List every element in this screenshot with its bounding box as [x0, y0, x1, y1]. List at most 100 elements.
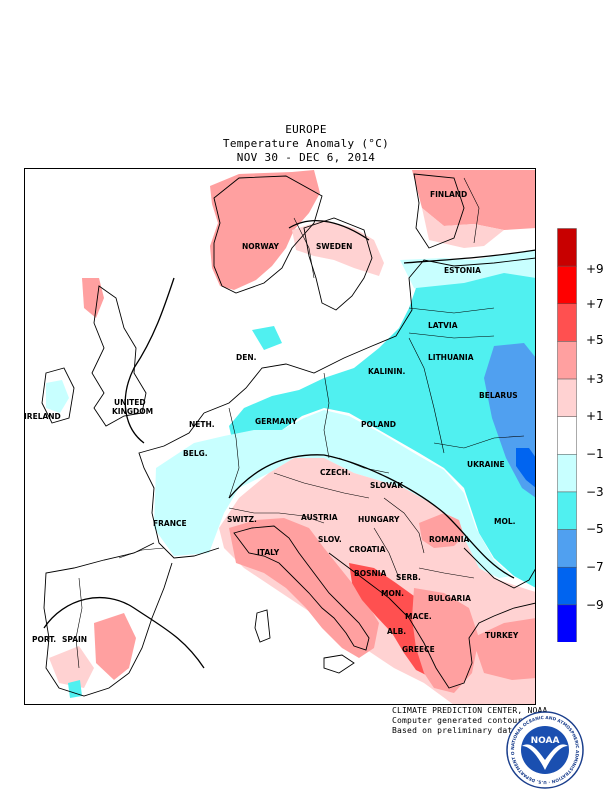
label-kalinin: KALININ.	[368, 367, 406, 376]
map-title-period: NOV 30 - DEC 6, 2014	[236, 151, 376, 164]
label-neth: NETH.	[189, 420, 215, 429]
coastline-scandinavia	[213, 175, 323, 294]
label-finland: FINLAND	[430, 190, 467, 199]
legend-swatch	[557, 228, 577, 267]
label-mon: MON.	[381, 589, 404, 598]
warm-area-turkey	[472, 618, 536, 680]
border-belarus-ukraine	[433, 435, 525, 449]
border-czech-slovak	[338, 457, 390, 474]
legend-label-minus3: −3	[586, 485, 604, 499]
label-uk-line2: KINGDOM	[112, 407, 153, 416]
border-poland-belarus	[408, 337, 445, 454]
credit-line-2: Computer generated contours	[392, 716, 528, 725]
label-bosnia: BOSNIA	[354, 569, 387, 578]
noaa-center-text: NOAA	[531, 736, 560, 746]
warm-area-finland	[412, 170, 536, 230]
border-romania-bulgaria	[418, 567, 475, 579]
label-port: PORT.	[32, 635, 56, 644]
warm-area-sweden	[292, 220, 384, 276]
legend-swatch	[557, 303, 577, 342]
label-czech: CZECH.	[320, 468, 351, 477]
coastline-italy	[233, 525, 370, 651]
border-italy-alps	[228, 507, 325, 524]
coastline-sardinia	[254, 609, 271, 643]
label-estonia: ESTONIA	[444, 266, 481, 275]
legend-label-plus7: +7	[586, 297, 604, 311]
legend-swatch	[557, 566, 577, 606]
label-norway: NORWAY	[242, 242, 279, 251]
coastline-france	[138, 412, 220, 559]
warm-area-norway	[210, 170, 320, 290]
coastline-iberia	[43, 542, 173, 697]
border-spain-france	[118, 547, 165, 559]
credit-line-1: CLIMATE PREDICTION CENTER, NOAA	[392, 706, 548, 715]
color-legend	[557, 228, 577, 642]
cold-area-portugal	[68, 680, 82, 698]
label-belarus: BELARUS	[479, 391, 518, 400]
contour-baltic	[403, 249, 536, 264]
contour-zero-central	[228, 454, 515, 579]
label-alb: ALB.	[387, 627, 406, 636]
border-spain-portugal	[75, 577, 83, 669]
coastline-finland	[413, 173, 465, 249]
label-hungary: HUNGARY	[358, 515, 400, 524]
label-france: FRANCE	[153, 519, 187, 528]
cold-area-west-light	[154, 410, 512, 578]
label-slov: SLOV.	[318, 535, 342, 544]
legend-label-plus1: +1	[586, 409, 604, 423]
cold-area-denmark	[252, 326, 282, 350]
legend-swatch	[557, 265, 577, 305]
legend-swatch	[557, 454, 577, 493]
warm-area-greece	[412, 588, 479, 693]
label-mol: MOL.	[494, 517, 516, 526]
map-title-variable: Temperature Anomaly (°C)	[222, 137, 390, 150]
map-frame	[24, 168, 536, 705]
credit-line-3: Based on preliminary data	[392, 726, 518, 735]
coastline-sicily	[323, 654, 355, 674]
label-turkey: TURKEY	[485, 631, 519, 640]
warm-area-spain	[94, 613, 136, 680]
legend-swatch	[557, 529, 577, 568]
coastline-uk	[91, 285, 147, 427]
label-belg: BELG.	[183, 449, 208, 458]
label-italy: ITALY	[257, 548, 280, 557]
label-ukraine: UKRAINE	[467, 460, 505, 469]
label-poland: POLAND	[361, 420, 396, 429]
warm-area-finland-light	[422, 208, 504, 248]
legend-label-minus7: −7	[586, 560, 604, 574]
map-title-region: EUROPE	[285, 123, 327, 136]
legend-swatch	[557, 416, 577, 455]
label-bulgaria: BULGARIA	[428, 594, 471, 603]
cold-area-east	[229, 273, 536, 588]
label-germany: GERMANY	[255, 417, 298, 426]
border-germany-poland	[323, 372, 330, 459]
label-romania: ROMANIA	[429, 535, 469, 544]
legend-swatch	[557, 378, 577, 417]
label-ireland: IRELAND	[24, 412, 61, 421]
contour-zero-south	[43, 596, 205, 669]
legend-label-plus5: +5	[586, 333, 604, 347]
border-finland-russia	[463, 177, 480, 244]
coastline-europe-north	[203, 257, 536, 414]
label-greece: GREECE	[402, 645, 435, 654]
cold-area-ireland	[46, 380, 69, 413]
coastline-balkans	[328, 552, 536, 689]
label-mace: MACE.	[405, 612, 432, 621]
legend-swatch	[557, 604, 577, 642]
legend-label-plus9: +9	[586, 262, 604, 276]
label-croatia: CROATIA	[349, 545, 386, 554]
label-latvia: LATVIA	[428, 321, 458, 330]
border-baltic-states	[408, 307, 495, 339]
warm-area-spain-south	[49, 646, 94, 688]
coastline-black-sea	[463, 547, 536, 589]
border-austria-hungary	[273, 472, 370, 499]
label-spain: SPAIN	[62, 635, 87, 644]
coastline-sweden	[303, 217, 373, 311]
legend-swatch	[557, 341, 577, 380]
label-uk-line1: UNITED	[114, 398, 146, 407]
border-hungary-romania	[383, 497, 425, 554]
label-austria: AUSTRIA	[301, 513, 338, 522]
coastline-ireland	[41, 367, 75, 424]
label-sweden: SWEDEN	[316, 242, 352, 251]
noaa-logo: NATIONAL OCEANIC AND ATMOSPHERIC ADMINIS…	[505, 710, 584, 789]
